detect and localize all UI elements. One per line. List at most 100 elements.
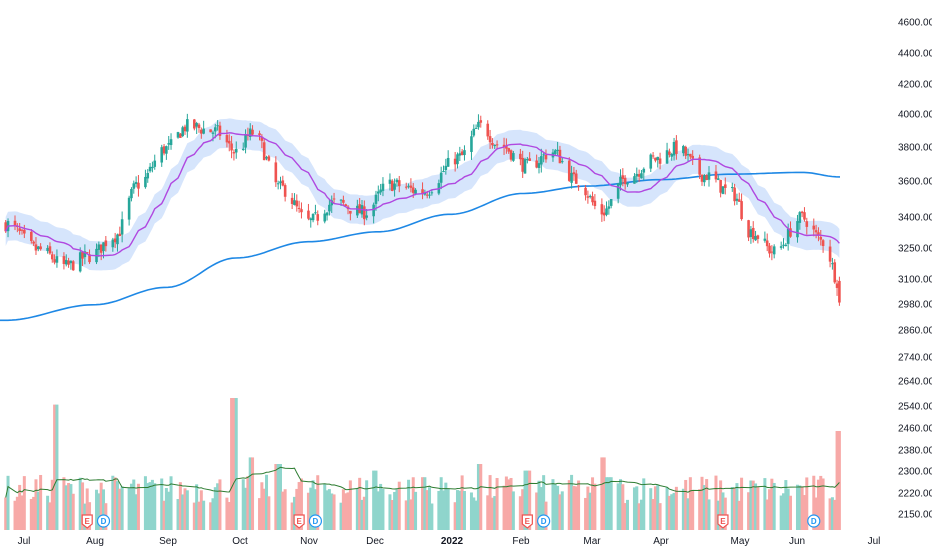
volume-bar — [754, 483, 758, 530]
candle — [209, 129, 212, 133]
candle — [735, 193, 739, 205]
volume-bar — [81, 482, 85, 530]
candle — [69, 260, 73, 270]
candle — [588, 194, 592, 199]
candle — [779, 241, 783, 250]
candle — [654, 157, 657, 163]
volume-bar — [276, 464, 280, 530]
candle — [689, 153, 692, 160]
volume-bar — [674, 486, 678, 530]
candle — [730, 182, 734, 192]
candle — [46, 245, 49, 254]
volume-bar — [535, 492, 539, 530]
volume-bar — [816, 479, 820, 530]
candle — [705, 174, 708, 181]
candle — [377, 185, 380, 202]
volume-bar — [688, 477, 692, 530]
candle — [782, 238, 785, 249]
candle — [153, 154, 157, 170]
candle — [151, 161, 154, 173]
candle — [488, 129, 492, 149]
candle — [684, 145, 687, 160]
dividend-marker[interactable]: D — [308, 514, 323, 528]
volume-bar — [551, 479, 555, 530]
candle — [118, 226, 122, 237]
candle — [200, 127, 203, 139]
volume-bar — [248, 457, 252, 530]
y-tick-label: 2220.00 — [898, 489, 932, 500]
dividend-marker[interactable]: D — [807, 514, 821, 528]
volume-bar — [120, 486, 124, 530]
candle — [651, 152, 655, 159]
volume-bar — [439, 477, 443, 530]
y-tick-label: 2860.00 — [898, 326, 932, 337]
volume-bar — [616, 483, 620, 530]
candle — [372, 202, 375, 224]
y-tick-label: 2150.00 — [898, 510, 932, 521]
candle — [262, 139, 266, 161]
candle — [540, 148, 543, 173]
volume-bar — [99, 482, 103, 530]
volume-bar — [216, 483, 220, 530]
candle — [421, 182, 424, 200]
earnings-marker[interactable]: E — [717, 514, 729, 529]
volume-bar — [278, 464, 282, 530]
volume-bar — [768, 489, 772, 530]
candle — [248, 123, 252, 141]
price-axis[interactable]: 4600.00 4400.00 4200.00 4000.00 3800.00 3600.… — [898, 18, 932, 521]
volume-bar — [295, 488, 299, 530]
candle — [144, 169, 147, 189]
volume-bar — [740, 477, 744, 530]
x-tick-label: Aug — [86, 536, 104, 547]
volume-bar — [707, 499, 711, 530]
candle — [656, 156, 660, 168]
volume-bar — [672, 492, 676, 530]
dividend-marker[interactable]: D — [96, 514, 111, 528]
volume-bar — [593, 483, 597, 530]
earnings-marker[interactable]: E — [293, 514, 305, 529]
volume-pane — [4, 398, 841, 530]
volume-bar — [747, 492, 751, 530]
candle — [768, 242, 771, 258]
volume-bar — [365, 480, 369, 530]
volume-bar — [55, 404, 59, 530]
volume-bar — [525, 470, 529, 530]
event-label: D — [811, 517, 817, 526]
dividend-marker[interactable]: D — [537, 514, 551, 528]
candle — [463, 145, 466, 161]
volume-bar — [218, 479, 222, 530]
candle — [789, 221, 792, 238]
time-axis[interactable]: Jul Aug Sep Oct Nov Dec 2022 Feb Mar Apr May Jun Jul — [18, 536, 881, 547]
candle — [430, 190, 434, 196]
volume-bar — [292, 496, 296, 530]
volume-bar — [283, 489, 287, 530]
volume-bar — [828, 498, 832, 530]
candle — [32, 240, 35, 246]
volume-bar — [262, 488, 266, 530]
volume-bar — [458, 490, 462, 530]
event-label: E — [525, 517, 531, 526]
volume-bar — [309, 487, 313, 530]
candle — [53, 254, 56, 265]
earnings-marker[interactable]: E — [81, 514, 93, 529]
candle — [165, 145, 168, 160]
volume-bar — [705, 479, 709, 530]
volume-bar — [39, 474, 43, 530]
volume-bar — [22, 476, 26, 530]
candle — [227, 134, 231, 152]
candle — [675, 135, 678, 160]
candle — [584, 184, 587, 201]
volume-bar — [102, 489, 106, 530]
volume-bar — [714, 475, 718, 530]
volume-bar — [15, 496, 19, 530]
volume-bar — [97, 493, 101, 530]
event-label: D — [313, 517, 319, 526]
candle — [740, 193, 743, 221]
candle — [48, 242, 52, 255]
candle — [523, 157, 527, 174]
earnings-marker[interactable]: E — [521, 514, 533, 529]
candle — [828, 239, 832, 268]
volume-bar — [323, 484, 327, 530]
